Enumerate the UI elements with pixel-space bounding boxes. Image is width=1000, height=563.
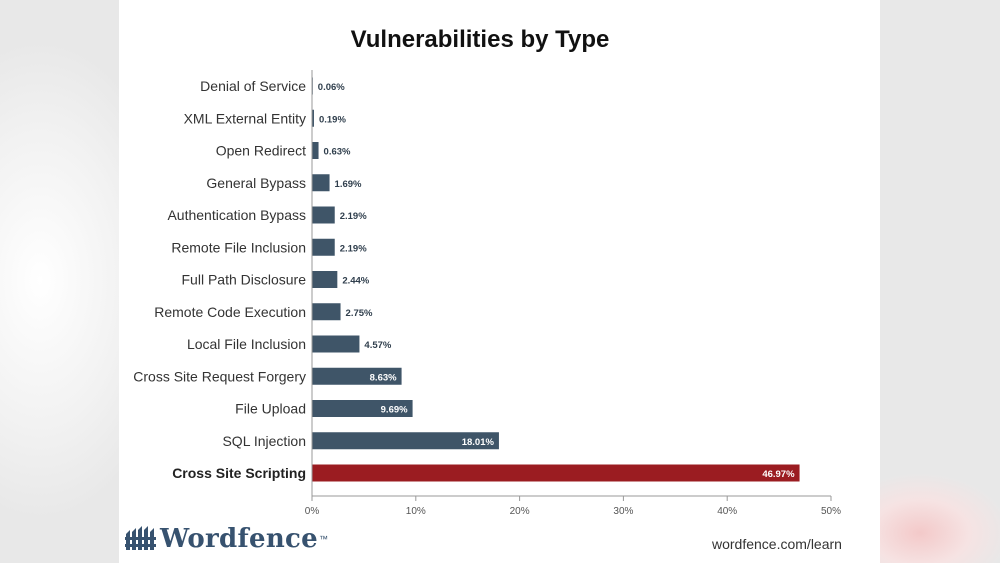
- value-label-file-upload: 9.69%: [381, 405, 408, 416]
- category-label-general-bypass: General Bypass: [206, 175, 306, 191]
- value-label-full-path-disclosure: 2.44%: [342, 276, 369, 287]
- bar-chart: Vulnerabilities by Type Denial of Servic…: [133, 26, 841, 517]
- category-label-open-redirect: Open Redirect: [216, 143, 306, 159]
- value-label-xml-external-entity: 0.19%: [319, 114, 346, 125]
- x-tick-label: 40%: [717, 506, 737, 517]
- value-label-authentication-bypass: 2.19%: [340, 211, 367, 222]
- bar-file-upload: [312, 400, 413, 417]
- category-label-file-upload: File Upload: [235, 401, 306, 417]
- bars-group: Denial of Service 0.06% XML External Entit…: [133, 77, 800, 482]
- category-label-cross-site-scripting: Cross Site Scripting: [172, 465, 306, 481]
- bar-cross-site-request-forgery: [312, 367, 402, 385]
- bar-full-path-disclosure: [312, 271, 338, 288]
- logo-text: Wordfence: [160, 524, 319, 554]
- value-label-denial-of-service: 0.06%: [318, 82, 345, 93]
- site-url: wordfence.com/learn: [712, 536, 842, 552]
- category-label-remote-file-inclusion: Remote File Inclusion: [171, 239, 306, 255]
- bar-remote-code-execution: [312, 303, 341, 321]
- bar-sql-injection: [312, 432, 499, 450]
- category-label-remote-code-execution: Remote Code Execution: [154, 304, 306, 320]
- category-label-authentication-bypass: Authentication Bypass: [167, 207, 306, 223]
- bar-cross-site-scripting: [312, 464, 800, 482]
- bar-general-bypass: [312, 174, 330, 192]
- value-label-remote-file-inclusion: 2.19%: [340, 243, 367, 254]
- bar-authentication-bypass: [312, 206, 335, 224]
- wordfence-logo: Wordfence ™: [125, 522, 328, 556]
- wordfence-fence-icon: [125, 526, 156, 550]
- bar-local-file-inclusion: [312, 335, 360, 353]
- logo-trademark: ™: [319, 534, 329, 544]
- chart-card: Vulnerabilities by Type Denial of Servic…: [119, 0, 880, 563]
- x-tick-label: 0%: [305, 506, 320, 517]
- x-tick-label: 20%: [510, 506, 530, 517]
- chart-title: Vulnerabilities by Type: [351, 26, 610, 53]
- category-label-denial-of-service: Denial of Service: [200, 78, 306, 94]
- x-tick-label: 10%: [406, 506, 426, 517]
- category-label-cross-site-request-forgery: Cross Site Request Forgery: [133, 368, 306, 384]
- value-label-cross-site-request-forgery: 8.63%: [370, 372, 397, 383]
- category-label-local-file-inclusion: Local File Inclusion: [187, 336, 306, 352]
- bar-open-redirect: [312, 142, 319, 159]
- x-tick-label: 30%: [613, 506, 633, 517]
- value-label-sql-injection: 18.01%: [462, 437, 495, 448]
- value-label-cross-site-scripting: 46.97%: [762, 469, 795, 480]
- category-label-full-path-disclosure: Full Path Disclosure: [182, 272, 307, 288]
- bar-xml-external-entity: [312, 109, 314, 127]
- value-label-open-redirect: 0.63%: [324, 147, 351, 158]
- x-tick-label: 50%: [821, 506, 841, 517]
- value-label-general-bypass: 1.69%: [335, 179, 362, 190]
- bar-remote-file-inclusion: [312, 238, 335, 256]
- x-axis: 0% 10% 20% 30% 40% 50%: [305, 70, 841, 517]
- value-label-remote-code-execution: 2.75%: [346, 308, 373, 319]
- category-label-sql-injection: SQL Injection: [222, 433, 306, 449]
- category-label-xml-external-entity: XML External Entity: [184, 110, 306, 126]
- background-accent: [860, 473, 1000, 563]
- value-label-local-file-inclusion: 4.57%: [364, 340, 391, 351]
